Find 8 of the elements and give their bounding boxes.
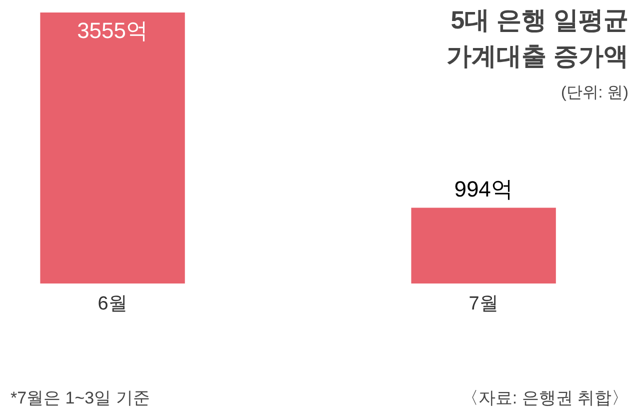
x-tick-label: 7월	[468, 294, 498, 314]
text: 5대 은행 일평균 가계대출 증가액	[446, 6, 629, 70]
data-label: 3555억	[77, 18, 148, 43]
data-label: 994억	[454, 176, 513, 202]
x-tick-label: 6월	[98, 294, 128, 314]
text: (단위: 원)	[560, 84, 628, 102]
text: 〈자료: 은행권 취합〉	[461, 388, 628, 408]
text: *7월은 1~3일 기준	[10, 388, 150, 408]
